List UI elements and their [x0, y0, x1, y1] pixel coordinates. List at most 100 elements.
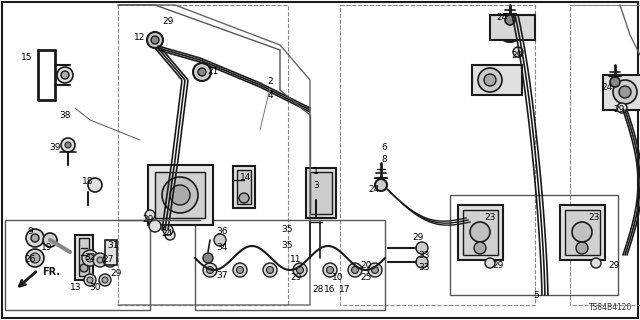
Circle shape	[88, 178, 102, 192]
Circle shape	[193, 63, 211, 81]
Bar	[463, 210, 498, 255]
Text: 27: 27	[102, 255, 114, 265]
Text: 29: 29	[163, 18, 173, 27]
Bar	[148, 165, 213, 225]
Text: 29: 29	[492, 260, 504, 269]
Text: 3: 3	[313, 180, 319, 189]
Circle shape	[203, 253, 213, 263]
Circle shape	[619, 86, 631, 98]
Bar	[490, 15, 535, 40]
Circle shape	[478, 68, 502, 92]
Text: 19: 19	[41, 244, 52, 252]
Circle shape	[151, 36, 159, 44]
Circle shape	[293, 263, 307, 277]
Circle shape	[610, 77, 620, 87]
Circle shape	[87, 277, 93, 283]
Circle shape	[572, 222, 592, 242]
Circle shape	[107, 257, 113, 263]
Circle shape	[576, 242, 588, 254]
Text: 12: 12	[134, 34, 146, 43]
Text: 1: 1	[313, 167, 319, 177]
Circle shape	[43, 233, 57, 247]
Circle shape	[348, 263, 362, 277]
Circle shape	[504, 24, 516, 36]
Circle shape	[147, 32, 163, 48]
Text: 10: 10	[332, 273, 344, 282]
Text: 23: 23	[588, 213, 600, 222]
Bar	[118, 5, 288, 305]
Circle shape	[103, 253, 117, 267]
Text: 13: 13	[70, 283, 82, 292]
Bar	[195, 220, 385, 310]
Text: 39: 39	[49, 143, 61, 153]
Text: 24: 24	[602, 84, 612, 92]
Text: 29: 29	[291, 273, 301, 282]
Bar	[565, 210, 600, 255]
Bar	[560, 205, 605, 260]
Circle shape	[498, 18, 522, 42]
Text: 35: 35	[281, 242, 292, 251]
Circle shape	[99, 274, 111, 286]
Circle shape	[484, 74, 496, 86]
Circle shape	[165, 230, 175, 240]
Text: 15: 15	[21, 53, 33, 62]
Circle shape	[263, 263, 277, 277]
Circle shape	[237, 267, 243, 274]
Circle shape	[170, 185, 190, 205]
Circle shape	[30, 253, 40, 263]
Text: 11: 11	[291, 255, 301, 265]
Bar	[105, 240, 117, 265]
Circle shape	[470, 222, 490, 242]
Bar	[155, 172, 205, 218]
Text: 29: 29	[511, 51, 523, 60]
Circle shape	[591, 258, 601, 268]
Circle shape	[97, 257, 103, 263]
Text: 29: 29	[613, 106, 625, 115]
Circle shape	[65, 142, 71, 148]
Bar	[472, 65, 522, 95]
Text: FR.: FR.	[42, 267, 60, 277]
Circle shape	[323, 263, 337, 277]
Circle shape	[82, 250, 98, 266]
Text: 29: 29	[142, 214, 154, 223]
Circle shape	[474, 242, 486, 254]
Text: 37: 37	[216, 271, 228, 281]
Text: 24: 24	[161, 229, 173, 238]
Text: 8: 8	[381, 156, 387, 164]
Circle shape	[57, 67, 73, 83]
Text: 31: 31	[108, 241, 119, 250]
Text: 38: 38	[60, 110, 71, 119]
Circle shape	[266, 267, 273, 274]
Text: 24: 24	[369, 186, 380, 195]
Circle shape	[86, 254, 94, 262]
Circle shape	[26, 229, 44, 247]
Circle shape	[61, 138, 75, 152]
Text: 30: 30	[89, 283, 100, 292]
Circle shape	[239, 193, 249, 203]
Bar	[450, 195, 618, 295]
Text: 26: 26	[24, 255, 36, 265]
Bar	[570, 5, 640, 305]
Bar	[310, 172, 332, 214]
Circle shape	[203, 263, 217, 277]
Bar	[603, 75, 640, 110]
Text: 16: 16	[324, 285, 336, 294]
Circle shape	[613, 80, 637, 104]
Text: 5: 5	[533, 291, 539, 300]
Text: 34: 34	[216, 244, 228, 252]
Circle shape	[375, 179, 387, 191]
Circle shape	[617, 103, 627, 113]
Text: 6: 6	[381, 143, 387, 153]
Text: 28: 28	[312, 285, 324, 294]
Bar	[75, 235, 93, 280]
Circle shape	[26, 249, 44, 267]
Circle shape	[296, 267, 303, 274]
Text: 25: 25	[360, 274, 372, 283]
Circle shape	[207, 267, 214, 274]
Text: 2: 2	[267, 77, 273, 86]
Text: 9: 9	[27, 228, 33, 236]
Circle shape	[80, 264, 88, 272]
Circle shape	[368, 263, 382, 277]
Circle shape	[326, 267, 333, 274]
Bar	[233, 166, 255, 208]
